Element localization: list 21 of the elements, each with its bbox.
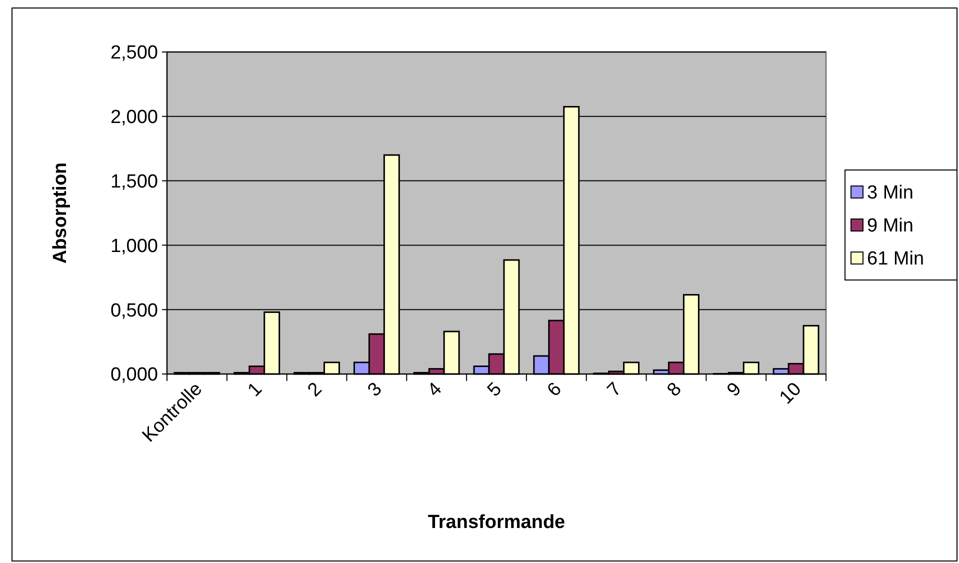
y-tick-label: 2,500 (110, 42, 158, 64)
y-tick-label: 0,500 (110, 300, 158, 322)
x-axis-title: Transformande (428, 512, 566, 533)
y-tick-label: 0,000 (110, 364, 158, 386)
legend-label: 3 Min (867, 182, 914, 204)
x-tick-label: 10 (776, 378, 806, 408)
x-tick-label: 5 (484, 378, 506, 402)
x-tick-label: 9 (723, 378, 746, 402)
legend-label: 9 Min (867, 216, 914, 237)
x-tick-label: 7 (604, 378, 626, 402)
legend-label: 61 Min (867, 248, 924, 270)
x-tick-label: 3 (364, 378, 386, 402)
y-tick-label: 1,500 (110, 171, 158, 192)
y-tick-label: 1,000 (110, 236, 158, 257)
x-tick-label: 1 (244, 378, 266, 402)
y-axis-title: Absorption (50, 162, 71, 264)
x-tick-label: 2 (304, 378, 326, 402)
y-tick-label: 2,000 (110, 107, 158, 128)
x-tick-label: 4 (424, 378, 446, 402)
x-tick-label: 6 (544, 378, 566, 402)
x-tick-label: 8 (663, 378, 686, 402)
